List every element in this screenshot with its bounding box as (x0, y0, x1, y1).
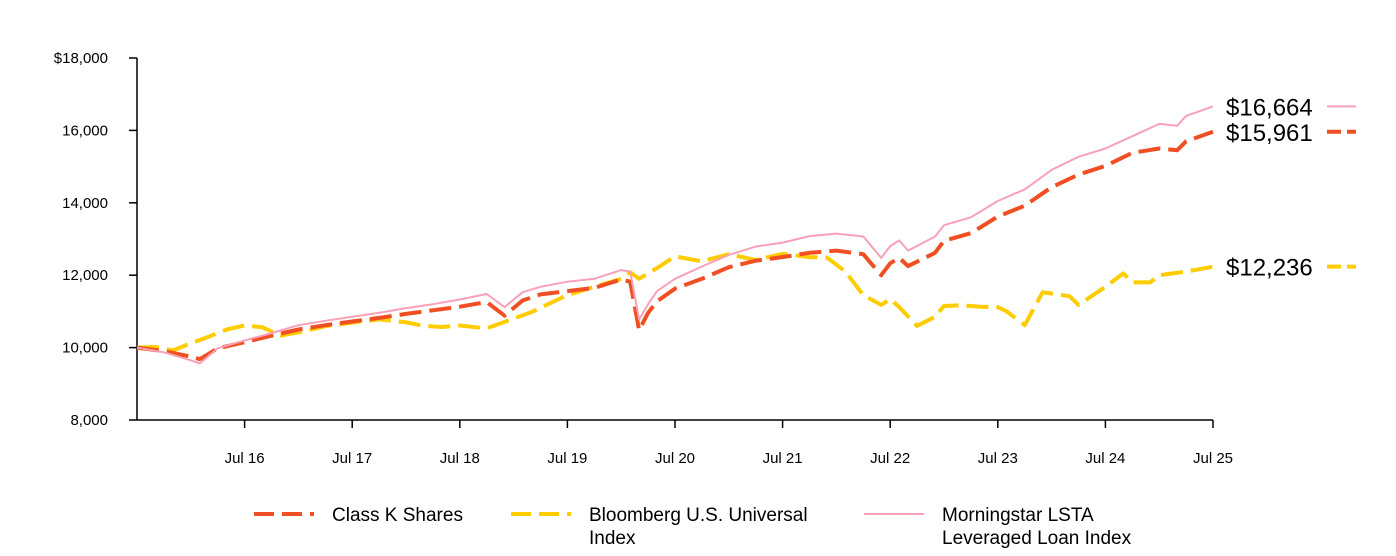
end-value-labels: $15,961 $12,236 $16,664 (1226, 94, 1356, 282)
y-tick-label: 10,000 (62, 340, 108, 357)
end-value-label: $12,236 (1226, 255, 1313, 282)
y-tick-label: 16,000 (62, 122, 108, 139)
legend-label: Morningstar LSTA Leveraged Loan Index (942, 505, 1132, 549)
end-value-label: $16,664 (1226, 94, 1313, 121)
y-tick-label: $18,000 (54, 50, 108, 67)
legend-label: Class K Shares (332, 505, 463, 526)
x-tick-label: Jul 18 (440, 450, 480, 467)
legend-label: Bloomberg U.S. Universal Index (589, 505, 808, 549)
x-tick-label: Jul 20 (655, 450, 695, 467)
x-tick-label: Jul 22 (870, 450, 910, 467)
series-line (136, 129, 1214, 362)
legend: Class K Shares Bloomberg U.S. Universal In… (254, 505, 1132, 549)
x-tick-label: Jul 19 (547, 450, 587, 467)
x-tick-label: Jul 24 (1085, 450, 1125, 467)
x-tick-label: Jul 16 (225, 450, 265, 467)
y-tick-label: 14,000 (62, 195, 108, 212)
x-tick-label: Jul 21 (763, 450, 803, 467)
series-line (136, 251, 1214, 353)
y-tick-label: 12,000 (62, 267, 108, 284)
x-tick-label: Jul 17 (332, 450, 372, 467)
series-lines (136, 105, 1214, 365)
x-tick-label: Jul 25 (1193, 450, 1233, 467)
series-line (136, 105, 1214, 365)
x-tick-label: Jul 23 (978, 450, 1018, 467)
end-value-label: $15,961 (1226, 120, 1313, 147)
axes: $18,000 16,000 14,000 12,000 10,000 8,000 Jul … (54, 50, 1233, 467)
y-tick-label: 8,000 (70, 412, 108, 429)
